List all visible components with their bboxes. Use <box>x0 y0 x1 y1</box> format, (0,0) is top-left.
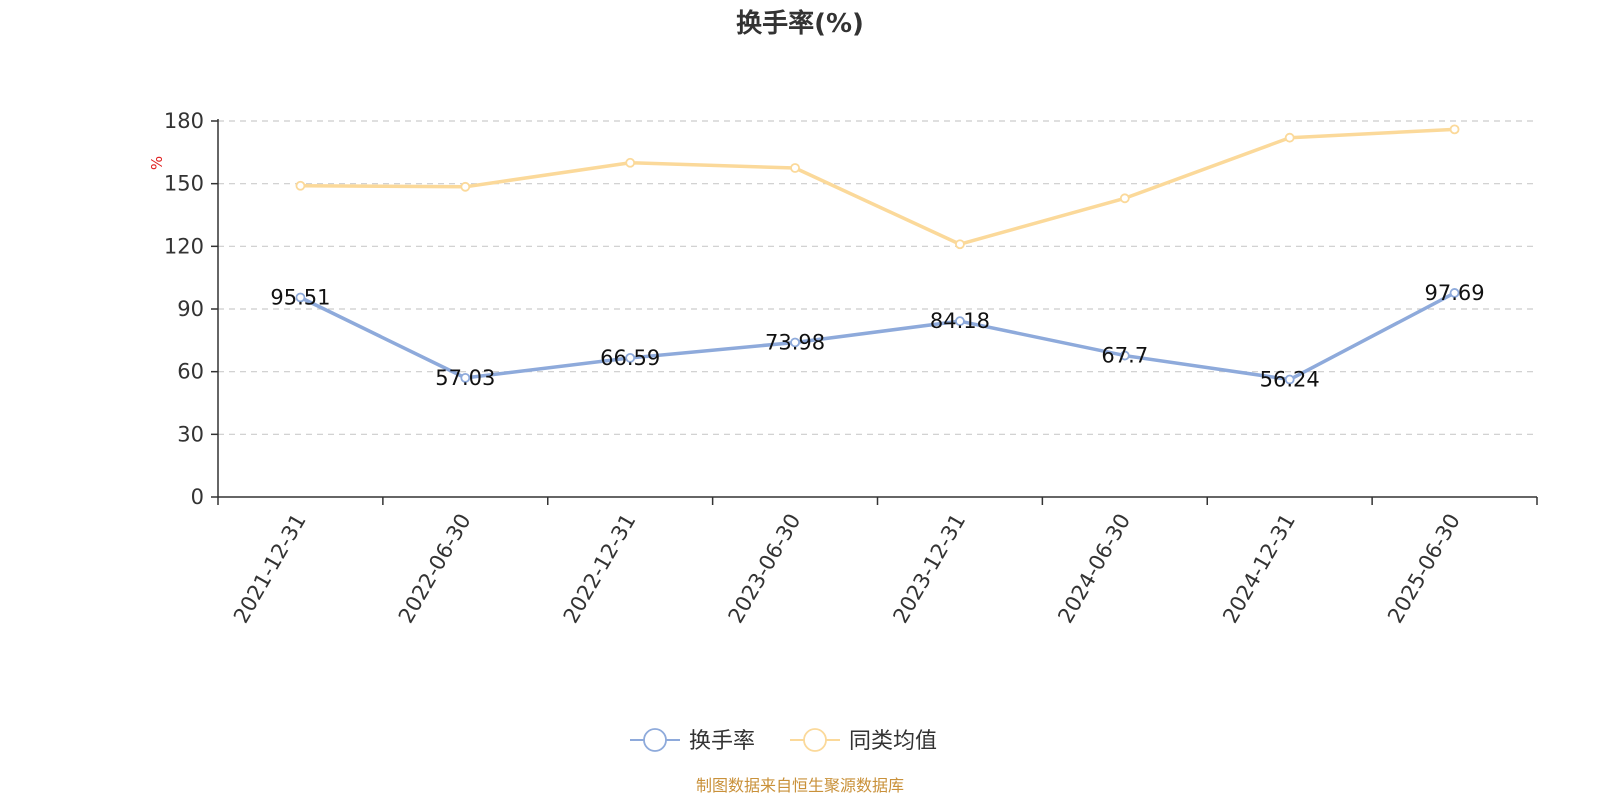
y-tick-label: 120 <box>164 234 204 258</box>
data-point[interactable] <box>1449 288 1460 298</box>
data-point[interactable] <box>460 181 471 192</box>
legend-circle-swatch <box>803 728 827 752</box>
x-tick-label: 2022-12-31 <box>559 510 641 628</box>
y-tick-label: 30 <box>177 422 204 446</box>
data-point[interactable] <box>460 372 471 383</box>
data-label: 67.7 <box>1101 344 1148 368</box>
data-point[interactable] <box>295 180 306 191</box>
series-line-1 <box>299 291 1456 382</box>
series-2 <box>295 124 1460 250</box>
y-tick-label: 150 <box>164 172 204 196</box>
data-label: 57.03 <box>435 366 495 390</box>
data-point[interactable] <box>1284 374 1295 385</box>
data-point[interactable] <box>295 292 306 303</box>
x-tick-label: 2023-06-30 <box>724 510 806 628</box>
x-tick-label: 2025-06-30 <box>1383 510 1465 628</box>
data-point[interactable] <box>955 239 965 250</box>
y-tick-label: 180 <box>164 109 204 133</box>
grid-lines <box>218 120 1537 435</box>
legend-item-2[interactable]: 同类均值 <box>790 728 937 754</box>
data-point[interactable] <box>955 316 965 327</box>
x-tick-label: 2024-12-31 <box>1218 510 1300 628</box>
series-line-2 <box>300 127 1455 246</box>
data-label: 73.98 <box>765 330 825 354</box>
data-label: 66.59 <box>600 346 660 370</box>
data-point[interactable] <box>625 157 636 168</box>
data-labels: 95.51 57.03 66.59 73.98 84.18 67.7 56.24 97.69 <box>270 281 1484 392</box>
x-tick-label: 2022-06-30 <box>394 510 476 628</box>
y-axis: 0 30 60 90 120 150 180 <box>164 109 219 509</box>
legend-circle-swatch <box>643 728 667 752</box>
data-label: 97.69 <box>1425 281 1485 305</box>
x-tick-label: 2021-12-31 <box>229 510 311 628</box>
data-point[interactable] <box>1449 124 1460 135</box>
x-axis: 2021-12-31 2022-06-30 2022-12-31 2023-06-30… <box>217 496 1538 628</box>
data-point[interactable] <box>1119 193 1130 204</box>
data-point[interactable] <box>1119 350 1130 361</box>
legend-label: 换手率 <box>689 729 755 754</box>
series-1 <box>295 288 1460 385</box>
data-point[interactable] <box>790 337 800 348</box>
data-source-note: 制图数据来自恒生聚源数据库 <box>696 776 904 795</box>
y-tick-label: 90 <box>177 297 204 321</box>
x-tick-label: 2024-06-30 <box>1053 510 1135 628</box>
y-axis-unit: % <box>148 156 166 170</box>
legend-label: 同类均值 <box>849 729 937 754</box>
data-label: 95.51 <box>270 285 330 309</box>
chart-title: 换手率(%) <box>736 8 864 39</box>
data-point[interactable] <box>1284 132 1295 143</box>
y-tick-label: 60 <box>177 360 204 384</box>
series-lines <box>295 124 1460 385</box>
data-label: 56.24 <box>1260 368 1320 392</box>
legend-item-1[interactable]: 换手率 <box>630 728 755 754</box>
data-point[interactable] <box>790 163 800 173</box>
data-label: 84.18 <box>930 309 990 333</box>
legend: 换手率 同类均值 <box>630 728 937 754</box>
x-tick-label: 2023-12-31 <box>888 510 970 628</box>
data-point[interactable] <box>625 353 636 363</box>
y-tick-label: 0 <box>191 485 204 509</box>
